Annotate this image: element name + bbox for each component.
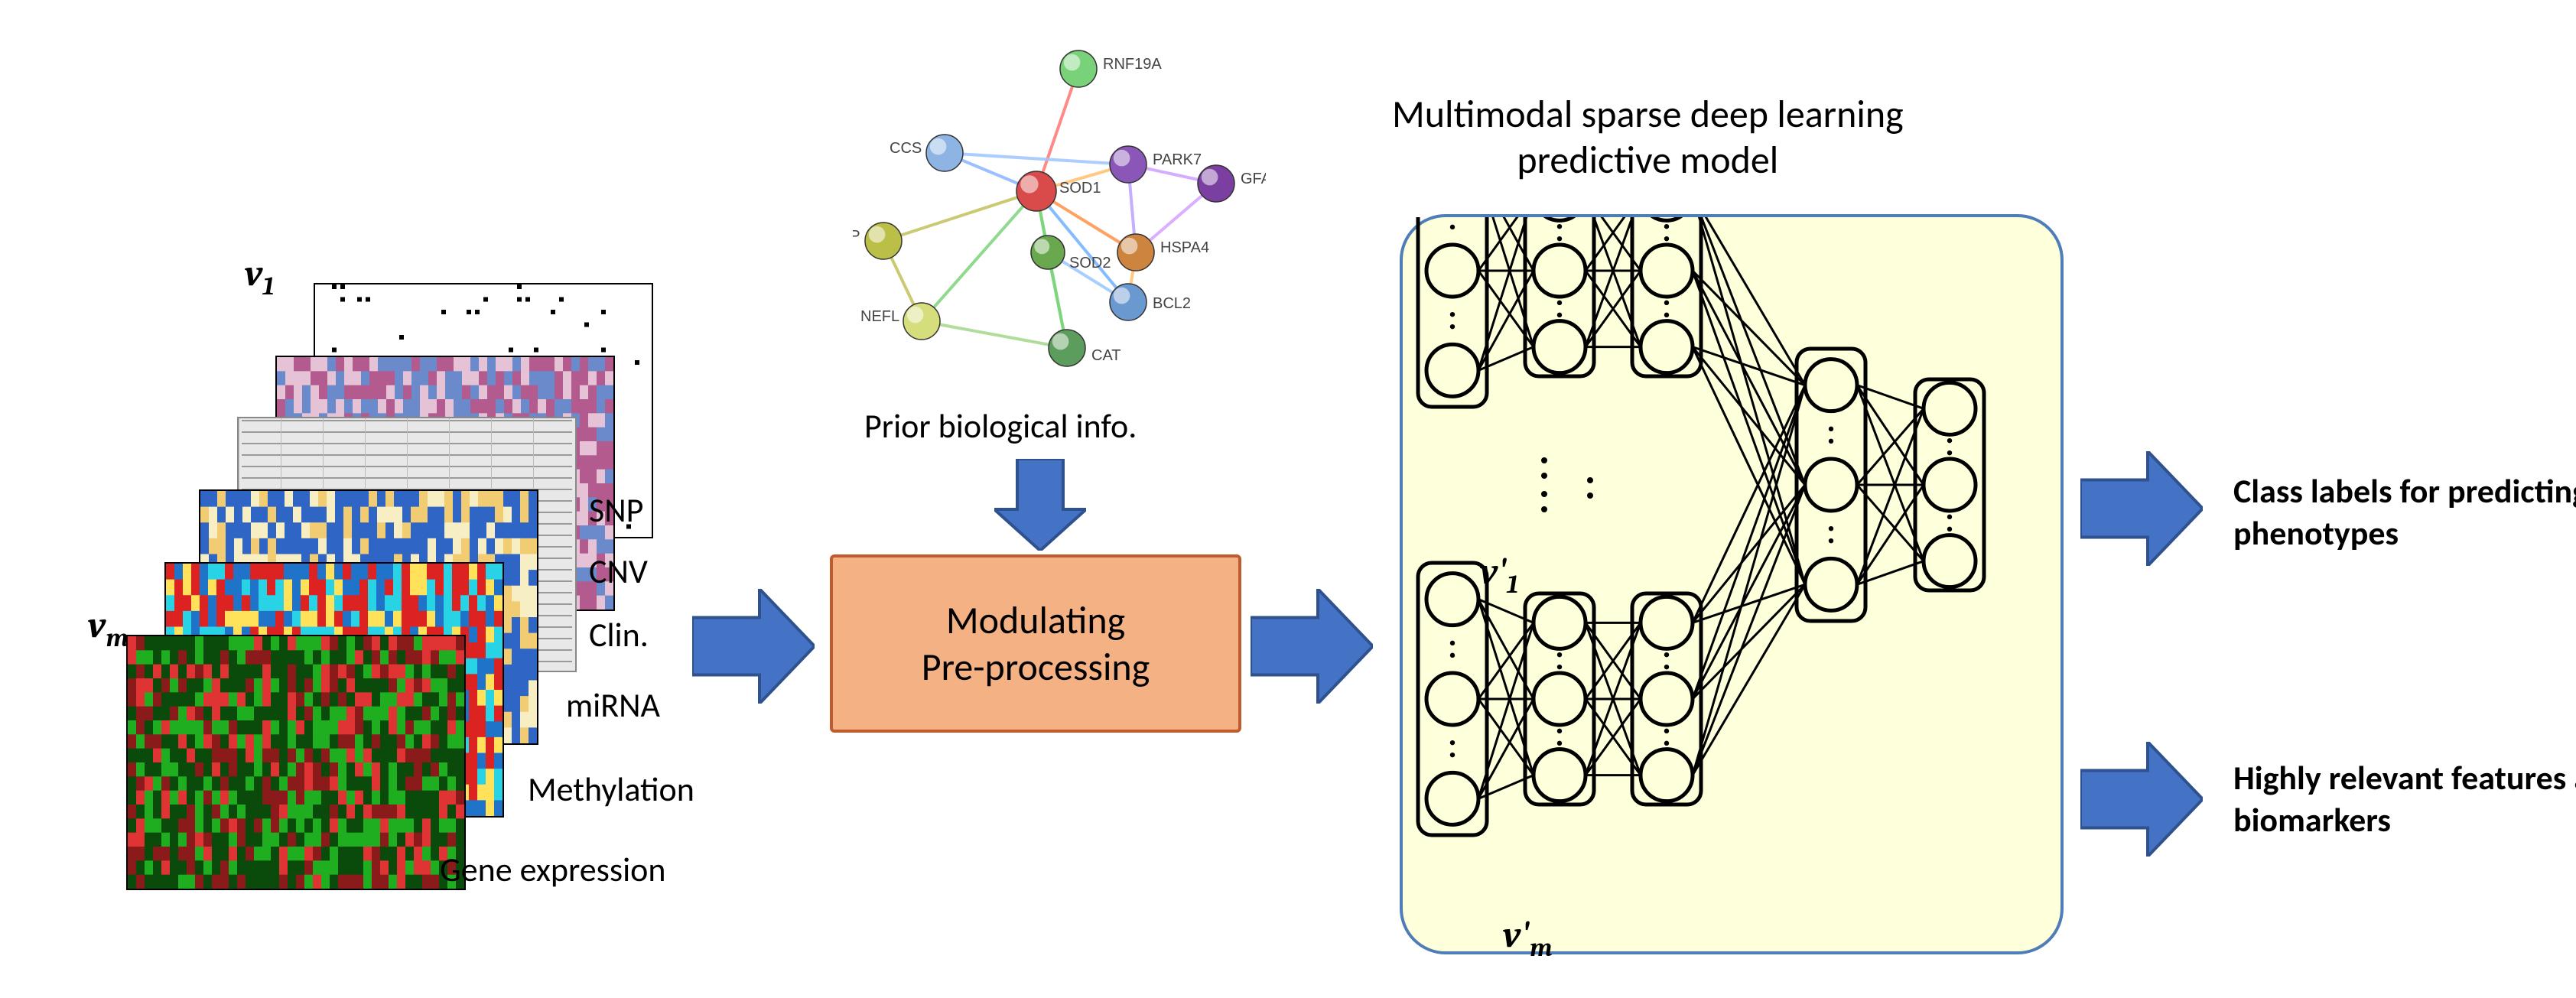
label-vm: vm: [88, 604, 128, 653]
output-class-labels: Class labels for predictingphenotypes: [2233, 470, 2576, 554]
label-v1-sub: 1: [263, 272, 275, 301]
prior-bio-caption: Prior biological info.: [864, 405, 1137, 447]
label-vprime-m-base: v': [1503, 914, 1530, 956]
prior-node-label-cat: CAT: [1091, 347, 1121, 364]
label-vprime-1-sub: 1: [1507, 571, 1518, 600]
heatmap-label-clin: Clin.: [589, 614, 649, 655]
output-biomarkers-line2: biomarkers: [2233, 799, 2576, 841]
prior-network: RNF19A CCS SOD1 PARK7 GFAP TARDBP SOD2 HSPA4 NEF…: [853, 46, 1266, 390]
label-v1: v1: [245, 252, 274, 301]
model-title: Multimodal sparse deep learning predicti…: [1392, 92, 1904, 184]
prior-node-label-bcl2: BCL2: [1153, 295, 1191, 312]
label-v1-base: v: [245, 252, 263, 294]
heatmap-gexp: [126, 635, 466, 890]
heatmap-label-mirna: miRNA: [566, 684, 660, 726]
output-biomarkers: Highly relevant features asbiomarkers: [2233, 757, 2576, 841]
output-biomarkers-line1: Highly relevant features as: [2233, 757, 2576, 799]
label-vprime-m: v'm: [1503, 914, 1553, 963]
arrow-a_mdl_to_o1: [2080, 451, 2203, 566]
modulating-preprocessing-box: ModulatingPre-processing: [830, 554, 1241, 733]
arrow-a_hm_to_mod: [692, 589, 815, 704]
label-vm-base: v: [88, 604, 106, 646]
arrow-a_mod_to_mdl: [1251, 589, 1373, 704]
prior-node-label-tardbp: TARDBP: [853, 228, 860, 245]
prior-node-label-sod2: SOD2: [1069, 255, 1111, 271]
prior-node-label-park7: PARK7: [1153, 151, 1202, 168]
heatmap-label-snp: SNP: [589, 489, 643, 531]
label-vm-sub: m: [106, 624, 128, 653]
heatmap-label-cnv: CNV: [589, 551, 648, 592]
diagram-stage: SNP CNV Clin. miRNA Methylation Gene expressi…: [0, 0, 2576, 998]
arrow-a_mdl_to_o2: [2080, 742, 2203, 857]
prior-node-label-nefl: NEFL: [860, 308, 899, 325]
heatmap-label-gexp: Gene expression: [440, 849, 666, 890]
prior-node-label-gfap: GFAP: [1241, 171, 1266, 187]
label-vprime-1: v'1: [1480, 551, 1518, 600]
prior-node-label-sod1: SOD1: [1059, 180, 1101, 197]
output-class-labels-line1: Class labels for predicting: [2233, 470, 2576, 512]
modulating-line2: Pre-processing: [922, 644, 1150, 691]
label-vprime-m-sub: m: [1530, 934, 1552, 963]
prior-node-label-hspa4: HSPA4: [1160, 239, 1209, 256]
modulating-line1: Modulating: [946, 597, 1125, 644]
label-vprime-1-base: v': [1480, 551, 1507, 593]
prior-node-label-ccs: CCS: [890, 140, 922, 157]
heatmap-label-meth: Methylation: [528, 769, 694, 810]
prior-node-label-rnf19a: RNF19A: [1103, 56, 1162, 73]
arrow-a_prior_down: [994, 459, 1086, 551]
output-class-labels-line2: phenotypes: [2233, 512, 2576, 554]
